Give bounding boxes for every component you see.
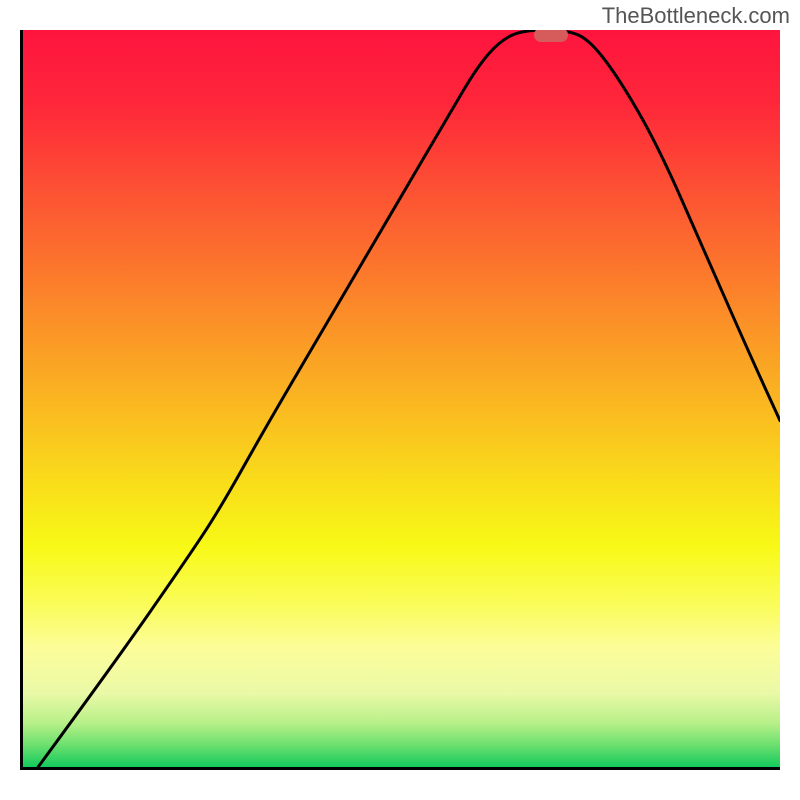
plot-area: [20, 30, 780, 770]
optimal-marker: [534, 30, 568, 42]
attribution-text: TheBottleneck.com: [602, 3, 790, 29]
chart-container: TheBottleneck.com: [0, 0, 800, 800]
bottleneck-curve: [23, 30, 780, 767]
